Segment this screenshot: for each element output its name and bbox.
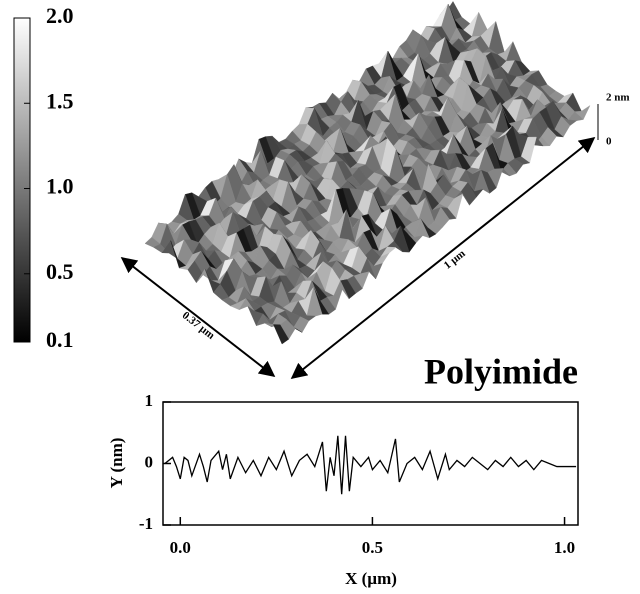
- colorbar-tick-label: 0.5: [46, 259, 74, 284]
- z-scale-bottom: 0: [606, 136, 612, 148]
- x-tick-label: 0.0: [170, 538, 191, 557]
- colorbar-tick-label: 1.0: [46, 174, 74, 199]
- surface-facet: [273, 324, 289, 345]
- length-arrow: [290, 137, 596, 379]
- colorbar: [13, 17, 31, 343]
- x-tick-label: 0.5: [362, 538, 383, 557]
- y-tick-label: 1: [145, 391, 154, 410]
- colorbar-tick-label: 1.5: [46, 88, 74, 113]
- width-label: 0.37 µm: [180, 309, 217, 342]
- length-label: 1 µm: [442, 248, 468, 272]
- profile-line: [164, 435, 577, 495]
- x-axis-label: X (µm): [345, 569, 397, 588]
- y-tick-label: -1: [139, 514, 153, 533]
- surface-3d: [144, 1, 591, 345]
- y-tick-label: 0: [145, 452, 154, 471]
- x-tick-label: 1.0: [554, 538, 575, 557]
- z-scale-top: 2 nm: [606, 92, 630, 104]
- width-arrow: [120, 257, 276, 377]
- title: Polyimide: [424, 351, 578, 391]
- colorbar-tick-label: 0.1: [46, 327, 74, 352]
- colorbar-tick-label: 2.0: [46, 3, 74, 28]
- y-axis-label: Y (nm): [107, 438, 126, 489]
